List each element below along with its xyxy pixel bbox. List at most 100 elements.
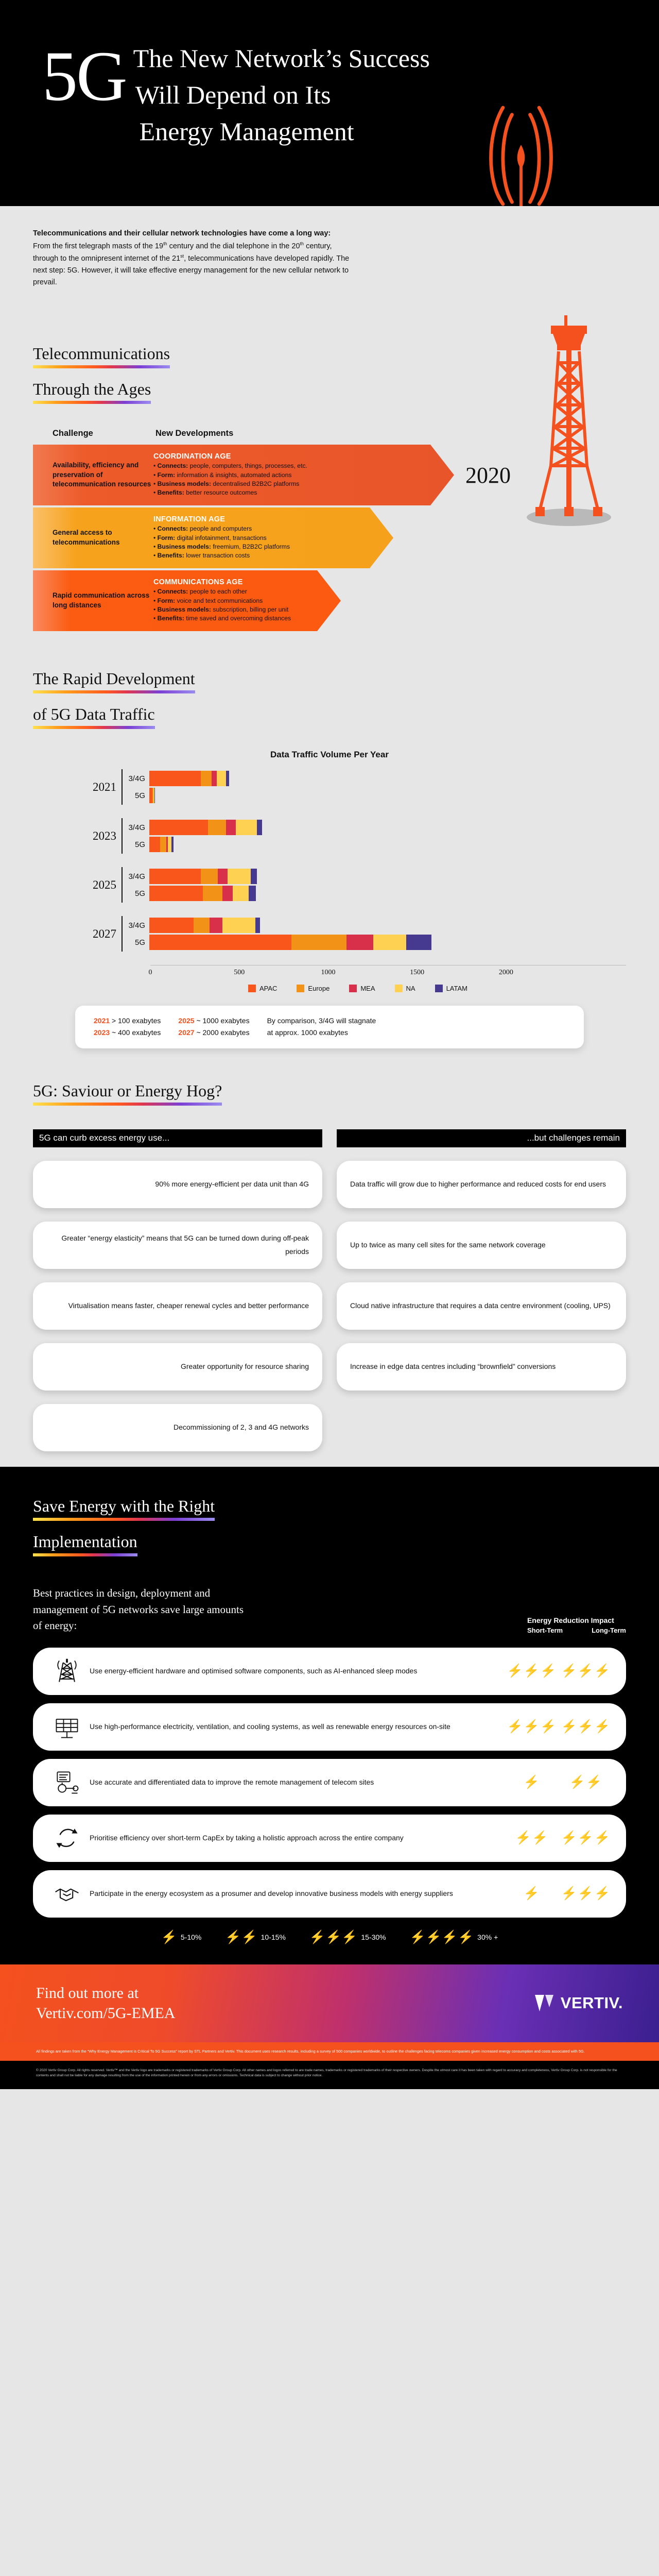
chart-bar-segment-europe <box>202 886 222 901</box>
chart-bar-segment-na <box>167 837 172 852</box>
chart-x-tick: 2000 <box>498 969 513 976</box>
timeline-heading-line-1: Telecommunications <box>33 344 170 371</box>
timeline-column-headers: Challenge New Developments <box>33 415 626 445</box>
lightning-bolt-icon: ⚡ <box>458 1929 474 1944</box>
chart-bar-label: 5G <box>134 938 145 947</box>
chart-bar-segment-mea <box>226 820 236 835</box>
summary-value: ~ 400 exabytes <box>112 1028 161 1037</box>
chart-x-axis: 0 500 1000 1500 2000 <box>148 965 626 982</box>
summary-note: By comparison, 3/4G will stagnate at app… <box>267 1015 394 1038</box>
lightning-bolt-icon: ⚡ <box>325 1929 342 1944</box>
hero-title-line-1: The New Network’s Success <box>133 44 430 73</box>
cell-tower-icon <box>44 1657 90 1686</box>
infographic-page: 5G The New Network’s Success Will Depend… <box>0 0 659 2089</box>
chart-bar-label: 5G <box>134 791 145 800</box>
intro-sup-1: th <box>163 241 167 247</box>
timeline-bullet: • Form: voice and text communications <box>153 597 263 604</box>
chart-bar-label: 3/4G <box>128 774 145 783</box>
chart-stacked-bar <box>149 886 626 901</box>
chart-stacked-bar <box>149 935 626 950</box>
timeline-row: Rapid communication across long distance… <box>33 570 626 631</box>
hog-benefit-card: Greater opportunity for resource sharing <box>33 1343 322 1391</box>
chart-group-year: 2025 <box>93 878 116 891</box>
chart-group-bars: 3/4G 5G <box>127 769 626 805</box>
hog-benefit-card: Virtualisation means faster, cheaper ren… <box>33 1282 322 1330</box>
hero-5g-badge: 5G <box>42 37 128 115</box>
timeline-bullet: • Benefits: time saved and overcoming di… <box>153 615 291 622</box>
bp-row-text: Prioritise efficiency over short-term Ca… <box>90 1834 404 1842</box>
chart-bar-label: 5G <box>134 840 145 849</box>
intro-body-part-2: century and the dial telephone in the 20 <box>167 242 300 251</box>
chart-group: 2027 3/4G 5G <box>90 916 626 952</box>
bp-impact-short: ⚡ ⚡ ⚡ <box>505 1720 559 1733</box>
hog-challenge-card: Increase in edge data centres including … <box>337 1343 626 1391</box>
timeline-bullet: • Benefits: lower transaction costs <box>153 552 250 560</box>
chart-group-bars: 3/4G 5G <box>127 818 626 854</box>
summary-value: ~ 2000 exabytes <box>196 1028 250 1037</box>
chart-bar-segment-latam <box>250 869 257 884</box>
bp-key-item: ⚡⚡⚡ 15-30% <box>309 1929 386 1944</box>
chart-bar-label: 5G <box>134 889 145 898</box>
chart-group-bars: 3/4G 5G <box>127 867 626 903</box>
timeline-age-title: INFORMATION AGE <box>153 515 226 524</box>
bp-impact-long-label: Long-Term <box>592 1626 626 1634</box>
bp-row: Prioritise efficiency over short-term Ca… <box>33 1814 626 1862</box>
chart-bar-segment-europe <box>201 869 218 884</box>
lightning-bolt-icon: ⚡ <box>577 1886 594 1901</box>
timeline-bullet: • Benefits: better resource outcomes <box>153 489 257 497</box>
chart-bar-row: 5G <box>127 837 626 852</box>
chart-bar-segment-latam <box>226 771 230 786</box>
cta-text: Find out more at Vertiv.com/5G-EMEA <box>36 1983 176 2024</box>
bp-row-text: Use high-performance electricity, ventil… <box>90 1722 450 1731</box>
chart-bar-row: 3/4G <box>127 869 626 884</box>
intro-sup-3: st <box>180 253 184 259</box>
chart-legend-swatch <box>435 985 443 992</box>
bp-impact-long: ⚡ ⚡ <box>559 1776 613 1789</box>
chart-bar-track <box>149 837 626 852</box>
lightning-bolt-icon: ⚡ <box>561 1719 577 1734</box>
timeline-heading: Telecommunications Through the Ages <box>33 344 626 415</box>
chart-bar-segment-na <box>216 771 226 786</box>
bp-row: Use accurate and differentiated data to … <box>33 1758 626 1806</box>
bp-key-item: ⚡ 5-10% <box>161 1930 202 1944</box>
lightning-bolt-icon: ⚡ <box>309 1929 326 1944</box>
intro-body-part-3: century, through to the omnipresent inte… <box>33 242 332 263</box>
chart-stacked-bar <box>149 837 626 852</box>
timeline-bullet: • Business models: decentralised B2B2C p… <box>153 480 300 487</box>
lightning-bolt-icon: ⚡ <box>577 1664 594 1679</box>
hog-benefit-card: 90% more energy-efficient per data unit … <box>33 1161 322 1209</box>
lightning-bolt-icon: ⚡ <box>341 1929 358 1944</box>
cta-line-1: Find out more at <box>36 1984 139 2002</box>
timeline-bullet: • Connects: people to each other <box>153 588 247 596</box>
chart-group: 2021 3/4G 5G <box>90 769 626 805</box>
chart-legend-item: NA <box>394 985 415 992</box>
chart-x-tick: 0 <box>148 969 152 976</box>
lightning-bolt-icon: ⚡ <box>425 1929 442 1944</box>
chart-legend-label: MEA <box>360 985 375 992</box>
chart-bar-track <box>149 918 626 933</box>
bp-row-impact: ⚡ ⚡ ⚡ ⚡ ⚡ <box>505 1832 613 1844</box>
bp-impact-long: ⚡ ⚡ ⚡ <box>559 1720 613 1733</box>
bp-row: Participate in the energy ecosystem as a… <box>33 1870 626 1918</box>
timeline-age-title: COORDINATION AGE <box>153 452 231 461</box>
bp-key-label: 5-10% <box>180 1933 202 1942</box>
timeline-col-challenge: Challenge <box>53 429 93 438</box>
summary-year: 2023 <box>94 1028 110 1037</box>
chart-bar-row: 5G <box>127 788 626 803</box>
lightning-bolt-icon: ⚡ <box>241 1929 257 1944</box>
solar-panel-icon <box>44 1713 90 1741</box>
chart-bar-segment-mea <box>346 935 374 950</box>
chart-bar-track <box>149 788 626 803</box>
chart-legend: APAC Europe MEA NA LATAM <box>90 985 626 992</box>
chart-bar-segment-apac <box>149 820 208 835</box>
intro-lead: Telecommunications and their cellular ne… <box>33 229 331 238</box>
timeline-bullet: • Connects: people and computers <box>153 525 252 533</box>
summary-value: ~ 1000 exabytes <box>196 1016 250 1025</box>
chart-group-divider <box>122 769 123 805</box>
hog-benefit-card: Greater “energy elasticity” means that 5… <box>33 1222 322 1269</box>
bp-impact-long: ⚡ ⚡ ⚡ <box>559 1887 613 1900</box>
chart-legend-swatch <box>248 985 256 992</box>
cta-link[interactable]: Vertiv.com/5G-EMEA <box>36 2005 176 2022</box>
summary-col-1: 2021 > 100 exabytes 2023 ~ 400 exabytes <box>94 1015 178 1038</box>
lightning-bolt-icon: ⚡ <box>586 1775 602 1790</box>
